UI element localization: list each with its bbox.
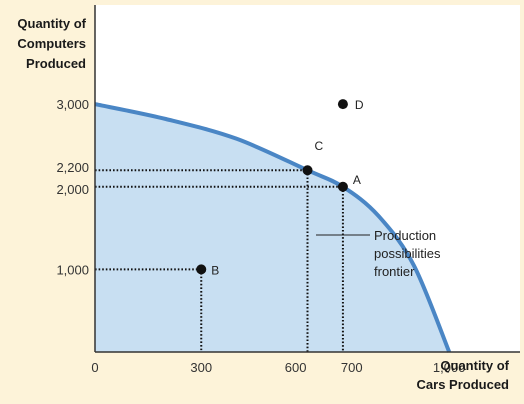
data-points: A B C D	[196, 98, 364, 277]
y-axis-title-line-1: Quantity of	[17, 16, 86, 31]
x-tick-label: 600	[285, 360, 307, 375]
guide-lines	[95, 169, 344, 352]
frontier-annotation-line-3: frontier	[374, 264, 415, 279]
point-label-A: A	[353, 173, 361, 187]
x-tick-label: 1,000	[433, 360, 466, 375]
point-label-C: C	[315, 139, 324, 153]
y-axis-title-line-2: Computers	[17, 36, 86, 51]
x-tick-label: 700	[341, 360, 363, 375]
feasible-region	[95, 104, 450, 352]
tick-labels: 0 300 600 700 1,000 1,000 2,000 2,200 3,000	[56, 97, 465, 375]
x-tick-label: 0	[91, 360, 98, 375]
y-axis-title-line-3: Produced	[26, 56, 86, 71]
y-tick-label: 2,200	[56, 160, 89, 175]
y-tick-label: 1,000	[56, 262, 89, 277]
point-C	[302, 165, 313, 176]
frontier-curve	[94, 102, 452, 353]
point-label-D: D	[355, 98, 364, 112]
frontier-annotation-line-2: possibilities	[374, 246, 441, 261]
frontier-annotation-line-1: Production	[374, 228, 436, 243]
y-tick-label: 2,000	[56, 182, 89, 197]
point-label-B: B	[211, 263, 219, 277]
x-axis-title-line-2: Cars Produced	[417, 377, 510, 392]
y-tick-label: 3,000	[56, 97, 89, 112]
point-B	[196, 264, 207, 275]
point-A	[337, 181, 348, 192]
x-axis-title-line-1: Quantity of	[440, 358, 509, 373]
point-D	[337, 99, 348, 110]
x-tick-label: 300	[190, 360, 212, 375]
